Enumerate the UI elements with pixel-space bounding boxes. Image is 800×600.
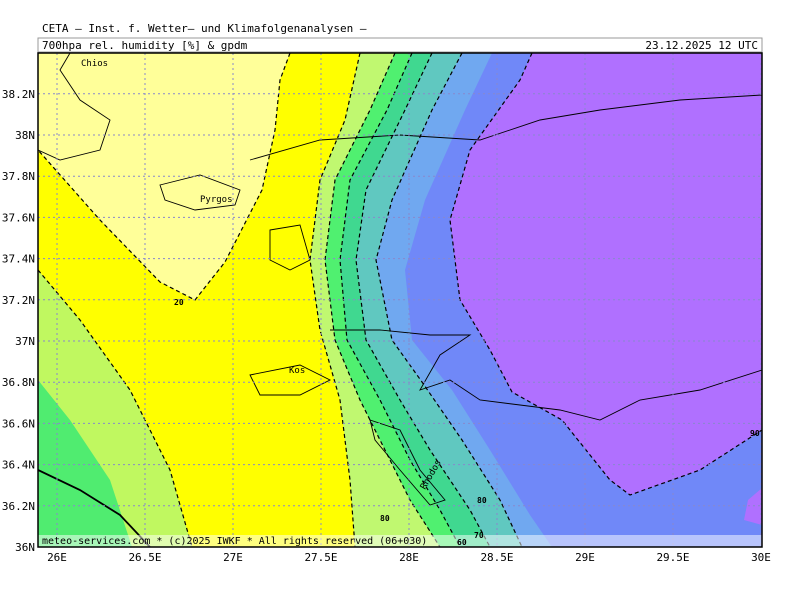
- lon-tick-label: 28.5E: [480, 551, 513, 564]
- contour-label: 80: [477, 496, 487, 505]
- lon-tick-label: 28E: [399, 551, 419, 564]
- contour: [449, 53, 762, 496]
- gpdm-line: [38, 469, 151, 547]
- header-title: CETA — Inst. f. Wetter— und Klimafolgena…: [42, 22, 367, 35]
- contour: [324, 53, 441, 547]
- island: [269, 224, 311, 271]
- lat-tick-label: 37.4N: [2, 253, 35, 266]
- lat-tick-label: 38N: [15, 129, 35, 142]
- island: [249, 364, 332, 396]
- coastline: [330, 329, 762, 421]
- header-date: 23.12.2025 12 UTC: [645, 39, 758, 52]
- place-label: Kos: [289, 366, 305, 376]
- island: [369, 419, 446, 506]
- lat-tick-label: 38.2N: [2, 88, 35, 101]
- lon-tick-label: 30E: [751, 551, 771, 564]
- lat-tick-label: 37.2N: [2, 294, 35, 307]
- contour-label: 90: [750, 429, 760, 438]
- lon-tick-label: 27E: [223, 551, 243, 564]
- band-green: [38, 380, 132, 547]
- contour-label: 20: [174, 298, 184, 307]
- graticule: [38, 53, 762, 547]
- footer: meteo-services.com * (c)2025 IWKF * All …: [42, 536, 427, 547]
- lat-tick-label: 36.2N: [2, 500, 35, 513]
- header-subtitle: 700hpa rel. humidity [%] & gpdm: [42, 39, 248, 52]
- place-label: Pyrgos: [200, 195, 233, 205]
- contour-label: 70: [474, 531, 484, 540]
- place-label: Chios: [81, 59, 108, 69]
- coastline: [249, 94, 762, 161]
- contour: [309, 53, 361, 547]
- contour: [38, 53, 291, 301]
- coastline: [38, 53, 111, 161]
- lat-tick-label: 36N: [15, 541, 35, 554]
- map-field: [38, 53, 762, 547]
- lon-tick-label: 27.5E: [304, 551, 337, 564]
- band-purple: [744, 488, 762, 525]
- lat-tick-label: 36.4N: [2, 459, 35, 472]
- lat-tick-label: 36.8N: [2, 376, 35, 389]
- lon-tick-label: 26.5E: [128, 551, 161, 564]
- lat-tick-label: 37N: [15, 335, 35, 348]
- header-bar: [37, 37, 763, 53]
- contour: [38, 269, 193, 547]
- footer-bar: [38, 535, 762, 547]
- map-frame: [37, 52, 763, 548]
- lon-tick-label: 26E: [47, 551, 67, 564]
- band-purple: [450, 53, 762, 495]
- contour: [355, 53, 491, 547]
- lon-tick-label: 29E: [575, 551, 595, 564]
- island: [159, 174, 241, 211]
- lon-tick-label: 29.5E: [656, 551, 689, 564]
- lat-tick-label: 37.6N: [2, 211, 35, 224]
- contour-label: 60: [457, 538, 467, 547]
- contour-label: 80: [380, 514, 390, 523]
- contour: [339, 53, 461, 547]
- lat-tick-label: 36.6N: [2, 417, 35, 430]
- lat-tick-label: 37.8N: [2, 170, 35, 183]
